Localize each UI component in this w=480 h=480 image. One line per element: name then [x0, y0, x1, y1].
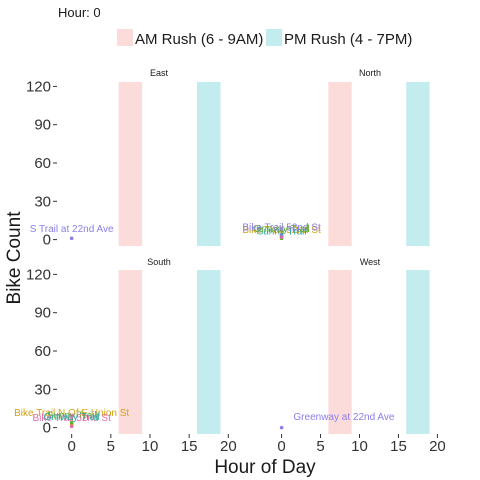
band-pm: [406, 82, 430, 246]
data-label: Bike Trail 52nd St: [32, 413, 111, 424]
data-point: [69, 424, 74, 429]
data-label: Greenway at 22nd Ave: [293, 412, 394, 423]
band-pm: [197, 82, 221, 246]
data-label: Bike Trail 52nd St: [242, 225, 321, 236]
x-axis-left: 0 5 10 15 20: [67, 434, 237, 455]
y-tick-label: 30: [34, 193, 51, 210]
y-tick-label: 60: [34, 343, 51, 360]
x-tick-label: 15: [390, 438, 407, 455]
y-tick-label: 120: [26, 266, 51, 283]
panel-title-east: East: [150, 68, 169, 78]
data-label: Bike Trail N Of E Union St: [14, 408, 129, 419]
data-label: Grnway Trail: [44, 412, 100, 423]
x-tick-label: 0: [277, 438, 285, 455]
data-point: [279, 425, 284, 430]
panel-title-north: North: [359, 68, 381, 78]
x-axis-title: Hour of Day: [214, 457, 316, 478]
chart-subtitle: Hour: 0: [58, 5, 101, 20]
y-axis-top: 0 30 60 90 120: [26, 78, 57, 249]
band-pm: [197, 270, 221, 434]
band-pm: [406, 270, 430, 434]
x-tick-label: 20: [220, 438, 237, 455]
legend: AM Rush (6 - 9AM) PM Rush (4 - 7PM): [117, 29, 412, 48]
data-label: S Trail at 22nd Ave: [30, 224, 114, 235]
y-tick-label: 30: [34, 381, 51, 398]
band-am: [118, 82, 143, 246]
panel-title-south: South: [147, 257, 171, 267]
x-tick-label: 10: [351, 438, 368, 455]
x-tick-label: 0: [67, 438, 75, 455]
x-tick-label: 5: [316, 438, 324, 455]
y-tick-label: 60: [34, 155, 51, 172]
legend-swatch-pm: [266, 29, 282, 46]
x-tick-label: 20: [429, 438, 446, 455]
data-label: Sunny Trail: [47, 411, 97, 422]
legend-label-pm: PM Rush (4 - 7PM): [284, 31, 412, 48]
y-tick-label: 90: [34, 305, 51, 322]
y-axis-title: Bike Count: [4, 211, 25, 305]
y-tick-label: 0: [43, 420, 51, 437]
data-point: [279, 235, 284, 239]
data-label: Grnway Trail: [254, 224, 310, 235]
panel-west: West Greenway at 22nd Ave: [279, 257, 430, 434]
y-tick-label: 0: [43, 232, 51, 249]
y-axis-bottom: 0 30 60 90 120: [26, 266, 57, 437]
x-tick-label: 5: [107, 438, 115, 455]
x-tick-label: 15: [181, 438, 198, 455]
data-label: Sunny Trail: [257, 227, 307, 238]
data-point: [279, 232, 284, 237]
band-am: [118, 270, 143, 434]
band-am: [328, 270, 352, 434]
data-point: [69, 236, 74, 241]
legend-label-am: AM Rush (6 - 9AM): [135, 31, 263, 48]
data-label: Bike Trail 52nd St: [242, 223, 321, 234]
data-point: [69, 420, 74, 425]
x-tick-label: 10: [142, 438, 159, 455]
y-tick-label: 90: [34, 117, 51, 134]
x-axis-right: 0 5 10 15 20: [277, 434, 446, 455]
band-am: [328, 82, 352, 246]
panel-east: East S Trail at 22nd Ave: [30, 68, 221, 246]
panel-title-west: West: [360, 257, 381, 267]
legend-swatch-am: [117, 29, 133, 46]
y-tick-label: 120: [26, 78, 51, 95]
